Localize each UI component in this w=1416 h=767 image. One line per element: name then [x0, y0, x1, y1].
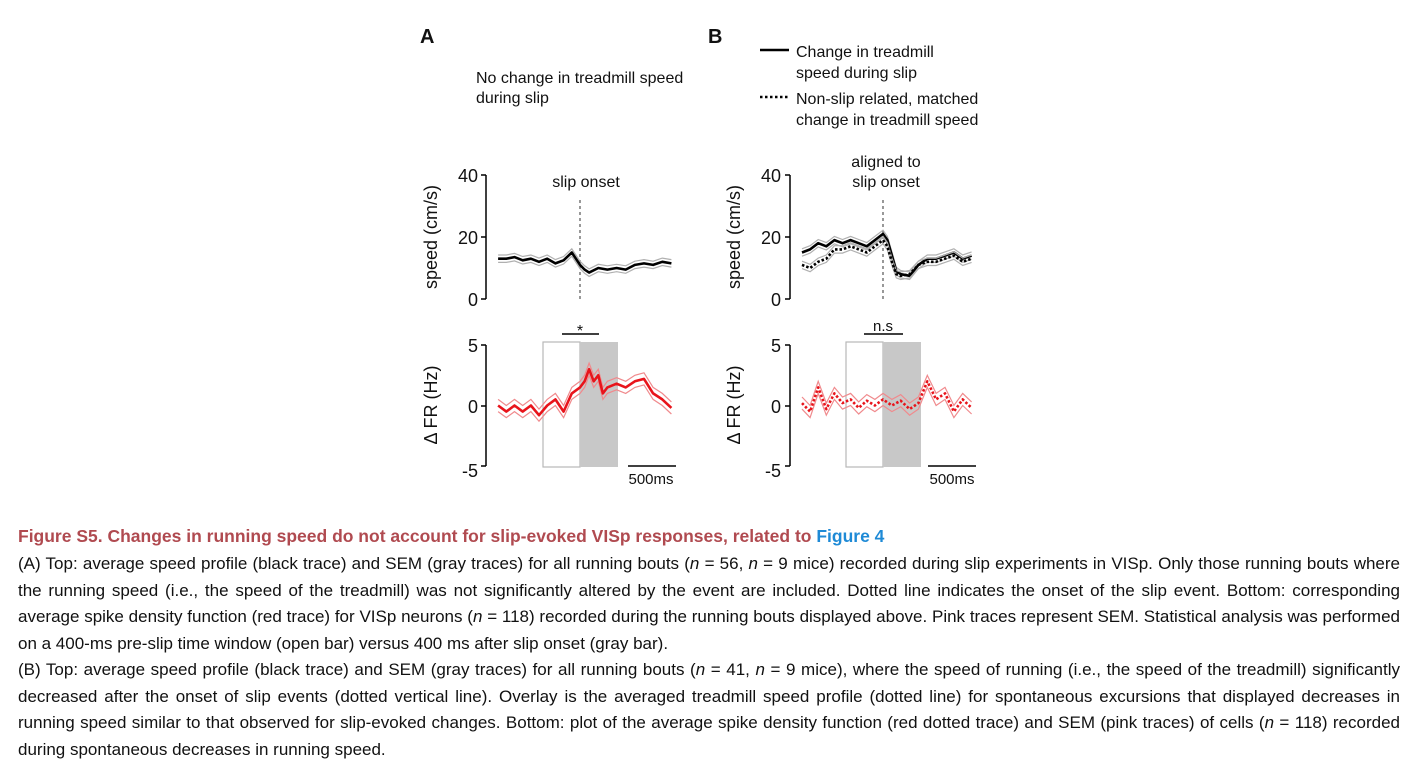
panel-label-b: B [708, 26, 722, 48]
panel-b-legend: Change in treadmill speed during slip No… [760, 44, 978, 129]
fr-traces-b [801, 373, 973, 419]
caption-paragraph-b: (B) Top: average speed profile (black tr… [18, 660, 1400, 759]
sem-trace-lower [801, 385, 973, 419]
panel-a-fr-plot: Δ FR (Hz) 5 0 -5 * 500ms [421, 323, 676, 488]
fr-ticklabel-b-m5: -5 [765, 461, 781, 481]
significance-star-a: * [577, 323, 583, 340]
post-slip-window-a [580, 342, 618, 467]
legend-solid-line1: Change in treadmill [796, 44, 934, 61]
panel-a-speed-plot: speed (cm/s) 40 20 0 slip onset [421, 166, 672, 310]
figure-caption: Figure S5. Changes in running speed do n… [18, 524, 1400, 763]
dotted-mean-trace [801, 380, 973, 413]
scalebar-label-a: 500ms [628, 471, 673, 488]
speed-ticklabel-a-0: 0 [468, 290, 478, 310]
solid-mean-trace [497, 367, 673, 417]
speed-ylabel-a: speed (cm/s) [421, 185, 441, 289]
caption-title: Figure S5. Changes in running speed do n… [18, 524, 1400, 549]
fr-ticklabel-a-5: 5 [468, 336, 478, 356]
sem-trace-upper [801, 373, 973, 407]
fr-ylabel-a: Δ FR (Hz) [421, 365, 441, 444]
caption-title-text: Figure S5. Changes in running speed do n… [18, 526, 817, 546]
aligned-label-line2: slip onset [852, 174, 920, 191]
fr-ticklabel-a-0: 0 [468, 397, 478, 417]
legend-dotted-line2: change in treadmill speed [796, 112, 978, 129]
significance-ns-b: n.s [873, 318, 893, 335]
speed-traces-a [498, 247, 672, 278]
speed-ticklabel-b-40: 40 [761, 166, 781, 186]
scalebar-label-b: 500ms [929, 471, 974, 488]
figure-4-link[interactable]: Figure 4 [816, 526, 885, 546]
sem-trace-lower [497, 373, 672, 423]
figure: A B No change in treadmill speed during … [420, 26, 978, 488]
panel-label-a: A [420, 26, 434, 48]
aligned-label-line1: aligned to [851, 154, 920, 171]
caption-paragraph-a: (A) Top: average speed profile (black tr… [18, 554, 1400, 653]
fr-traces-a [497, 361, 673, 423]
panel-a-heading-line2: during slip [476, 90, 549, 107]
sem-trace-lower [498, 255, 672, 278]
fr-ticklabel-a-m5: -5 [462, 461, 478, 481]
speed-ticklabel-b-0: 0 [771, 290, 781, 310]
fr-ticklabel-b-5: 5 [771, 336, 781, 356]
pre-slip-window-b [845, 341, 884, 468]
sem-trace-upper [497, 361, 672, 411]
speed-ticklabel-b-20: 20 [761, 228, 781, 248]
sem-trace-upper [801, 235, 972, 273]
speed-ticklabel-a-20: 20 [458, 228, 478, 248]
solid-mean-trace [498, 251, 672, 274]
speed-traces-b [801, 229, 973, 281]
fr-ylabel-b: Δ FR (Hz) [724, 365, 744, 444]
speed-ylabel-b: speed (cm/s) [724, 185, 744, 289]
panel-a-heading-line1: No change in treadmill speed [476, 70, 683, 87]
slip-onset-label-a: slip onset [552, 174, 620, 191]
speed-ticklabel-a-40: 40 [458, 166, 478, 186]
fr-ticklabel-b-0: 0 [771, 397, 781, 417]
panel-b-fr-plot: Δ FR (Hz) 5 0 -5 n.s 500ms [724, 318, 976, 488]
sem-trace-upper [801, 229, 972, 273]
sem-trace-upper [498, 247, 672, 270]
legend-solid-line2: speed during slip [796, 65, 917, 82]
panel-b-speed-plot: speed (cm/s) 40 20 0 aligned to slip ons… [724, 154, 973, 310]
legend-dotted-line1: Non-slip related, matched [796, 91, 978, 108]
